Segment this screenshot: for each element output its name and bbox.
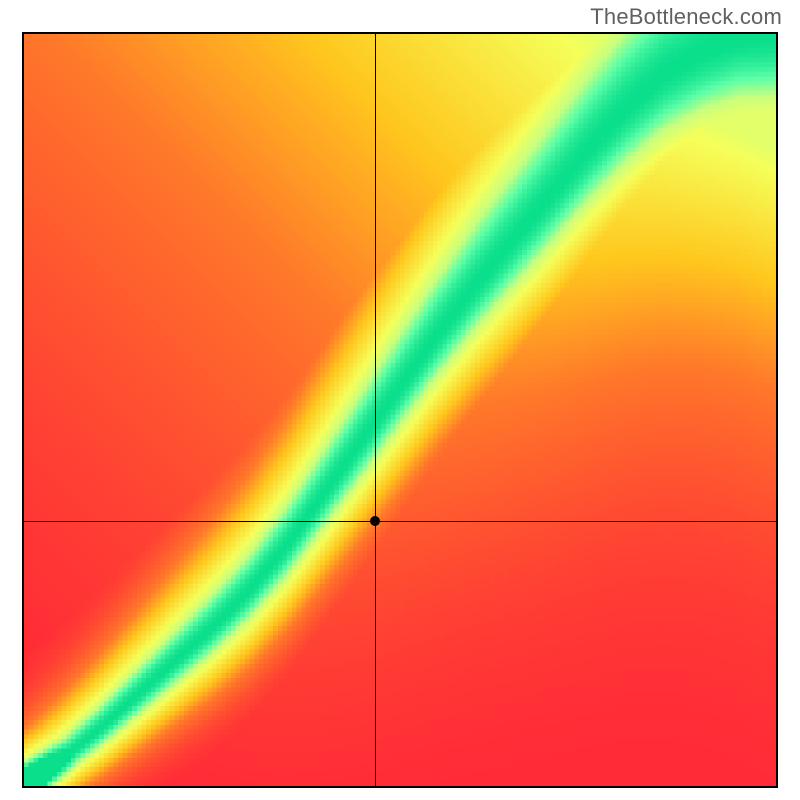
plot-area — [22, 32, 778, 788]
heatmap-canvas — [24, 34, 776, 786]
crosshair-vertical — [375, 34, 376, 786]
attribution-text: TheBottleneck.com — [590, 4, 782, 30]
crosshair-marker — [370, 516, 380, 526]
crosshair-horizontal — [24, 521, 776, 522]
